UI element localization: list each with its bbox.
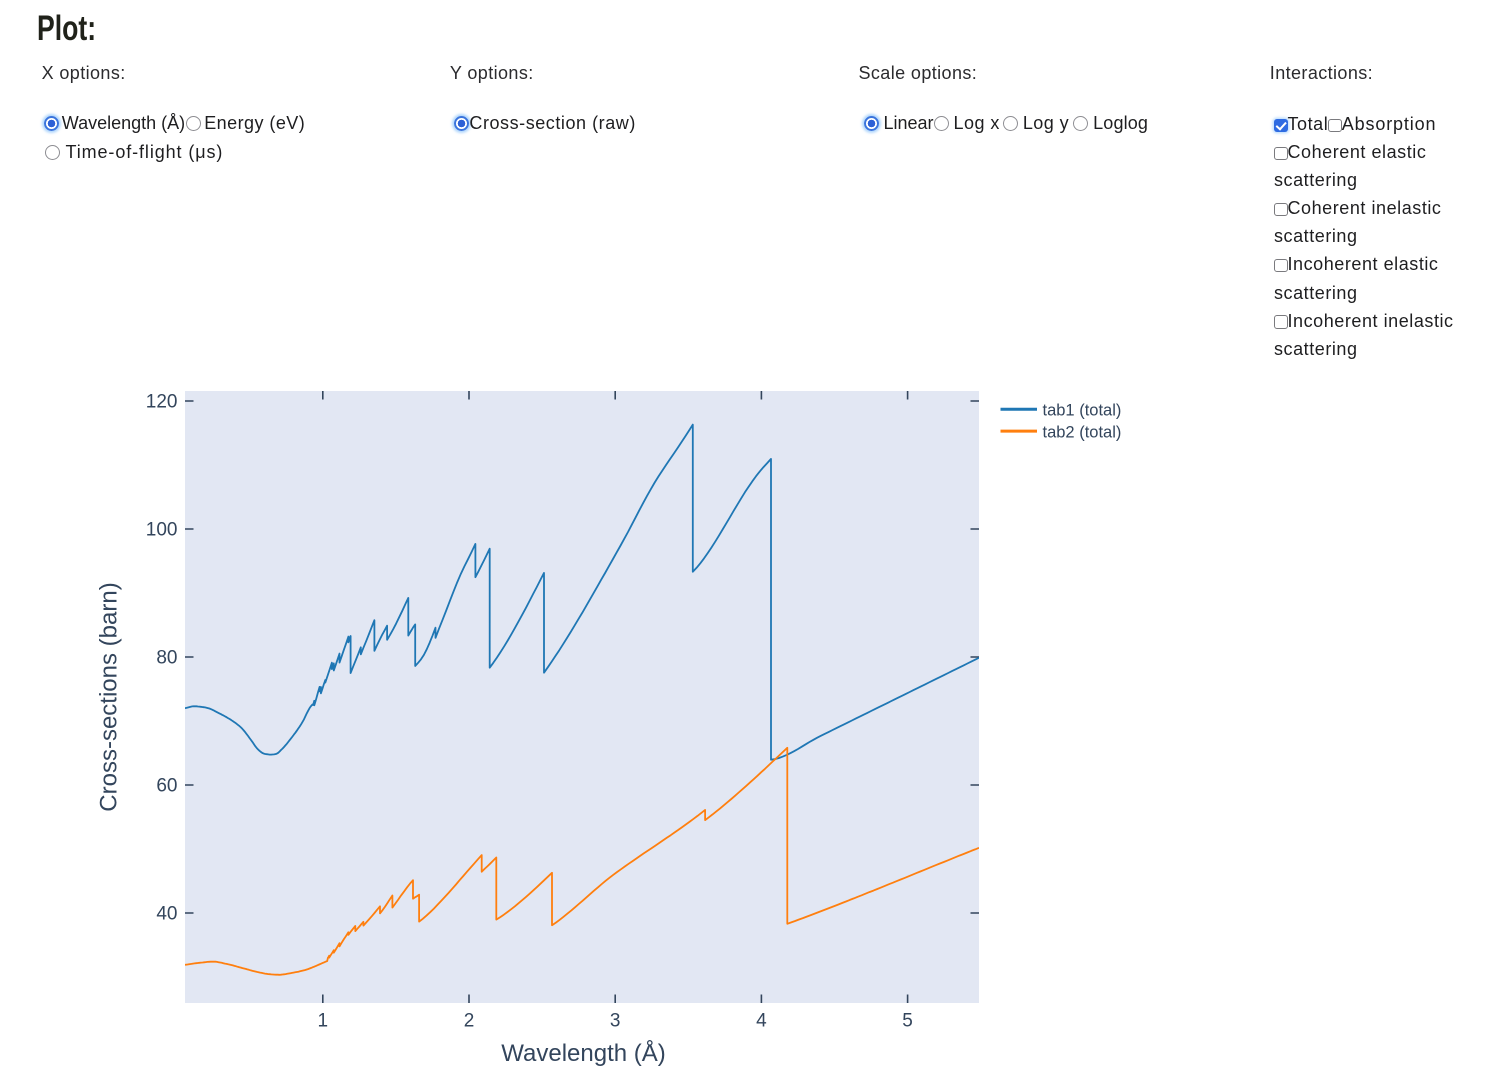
svg-text:120: 120 (146, 392, 178, 413)
svg-text:4: 4 (756, 1011, 767, 1032)
svg-text:tab2 (total): tab2 (total) (1043, 424, 1122, 442)
svg-text:80: 80 (156, 648, 177, 669)
svg-text:40: 40 (156, 904, 177, 925)
svg-text:Cross-sections (barn): Cross-sections (barn) (96, 582, 123, 811)
svg-text:3: 3 (610, 1011, 621, 1032)
svg-text:tab1 (total): tab1 (total) (1043, 402, 1122, 420)
svg-text:2: 2 (464, 1011, 475, 1032)
svg-text:60: 60 (156, 776, 177, 797)
svg-text:Wavelength (Å): Wavelength (Å) (501, 1039, 666, 1067)
svg-text:1: 1 (318, 1011, 329, 1032)
svg-text:5: 5 (902, 1011, 913, 1032)
svg-text:100: 100 (146, 520, 178, 541)
